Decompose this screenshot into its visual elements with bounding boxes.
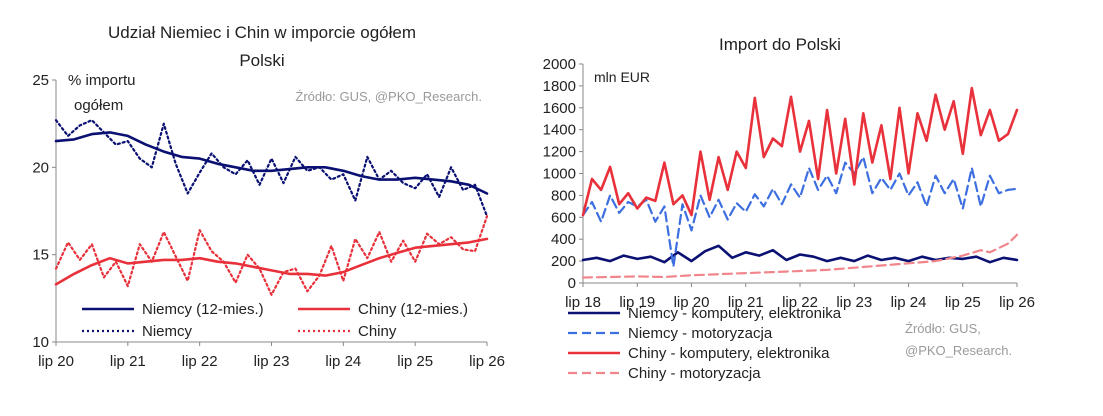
series-line xyxy=(54,131,489,195)
x-tick-label: lip 25 xyxy=(397,353,433,370)
left-chart-title: Udział Niemiec i Chin w imporcie ogółem xyxy=(108,23,416,42)
x-tick-label: lip 22 xyxy=(782,294,818,311)
right-y-axis-label: mln EUR xyxy=(594,69,650,85)
series-line xyxy=(581,233,1019,279)
series-line xyxy=(54,215,489,296)
x-tick-label: lip 23 xyxy=(254,353,290,370)
x-tick-label: lip 19 xyxy=(619,294,655,311)
x-tick-label: lip 26 xyxy=(999,294,1035,311)
y-tick-label: 1800 xyxy=(543,78,576,95)
legend-label: Chiny xyxy=(358,323,397,340)
y-tick-label: 400 xyxy=(551,231,576,248)
right-chart: Import do Polski mln EUR Źródło: GUS, @P… xyxy=(543,35,1035,382)
x-tick-label: lip 26 xyxy=(469,353,505,370)
y-tick-label: 0 xyxy=(568,275,576,292)
y-tick-label: 1600 xyxy=(543,100,576,117)
y-tick-label: 10 xyxy=(32,334,49,351)
y-tick-label: 1400 xyxy=(543,122,576,139)
right-axes: 0 200 400 600 800 1000 1200 1400 1600 1800 2000 lip… xyxy=(543,56,1035,311)
x-tick-label: lip 22 xyxy=(182,353,218,370)
right-legend: Niemcy - komputery, elektronika Niemcy - … xyxy=(568,305,842,382)
x-tick-label: lip 18 xyxy=(565,294,601,311)
x-tick-label: lip 21 xyxy=(110,353,146,370)
x-tick-label: lip 25 xyxy=(945,294,981,311)
legend-label: Niemcy - komputery, elektronika xyxy=(628,305,842,322)
legend-label: Niemcy xyxy=(142,323,193,340)
y-tick-label: 2000 xyxy=(543,56,576,73)
legend-label: Chiny - motoryzacja xyxy=(628,365,761,382)
x-tick-label: lip 21 xyxy=(728,294,764,311)
y-tick-label: 1200 xyxy=(543,144,576,161)
left-y-axis-label-line1: % importu xyxy=(68,72,136,89)
x-tick-label: lip 23 xyxy=(836,294,872,311)
legend-label: Niemcy - motoryzacja xyxy=(628,325,773,342)
x-tick-label: lip 24 xyxy=(891,294,927,311)
left-legend: Niemcy (12-mies.) Chiny (12-mies.) Niemcy C… xyxy=(82,301,468,340)
left-y-axis-label-line2: ogółem xyxy=(74,97,123,114)
left-chart: Udział Niemiec i Chin w imporcie ogółem … xyxy=(32,23,505,370)
x-tick-label: lip 20 xyxy=(674,294,710,311)
series-line xyxy=(581,156,1019,268)
y-tick-label: 20 xyxy=(32,159,49,176)
y-tick-label: 1000 xyxy=(543,166,576,183)
series-line xyxy=(54,119,489,218)
left-chart-title-line2: Polski xyxy=(239,51,284,70)
y-tick-label: 25 xyxy=(32,72,49,89)
right-series xyxy=(581,86,1019,279)
y-tick-label: 600 xyxy=(551,209,576,226)
series-line xyxy=(54,237,489,286)
y-tick-label: 800 xyxy=(551,187,576,204)
x-tick-label: lip 24 xyxy=(325,353,361,370)
series-line xyxy=(581,244,1019,264)
right-source-note-line2: @PKO_Research. xyxy=(905,343,1012,358)
legend-label: Chiny (12-mies.) xyxy=(358,301,468,318)
right-chart-title: Import do Polski xyxy=(719,35,841,54)
y-tick-label: 200 xyxy=(551,253,576,270)
y-tick-label: 15 xyxy=(32,247,49,264)
left-source-note: Źródło: GUS, @PKO_Research. xyxy=(295,89,482,104)
series-line xyxy=(581,86,1019,217)
x-tick-label: lip 20 xyxy=(38,353,74,370)
legend-label: Chiny - komputery, elektronika xyxy=(628,345,830,362)
right-source-note-line1: Źródło: GUS, xyxy=(905,321,981,336)
left-axes: 10 15 20 25 lip 20 lip 21 lip 22 lip 23 lip 24 li… xyxy=(32,72,505,370)
left-series xyxy=(54,119,489,296)
legend-label: Niemcy (12-mies.) xyxy=(142,301,264,318)
